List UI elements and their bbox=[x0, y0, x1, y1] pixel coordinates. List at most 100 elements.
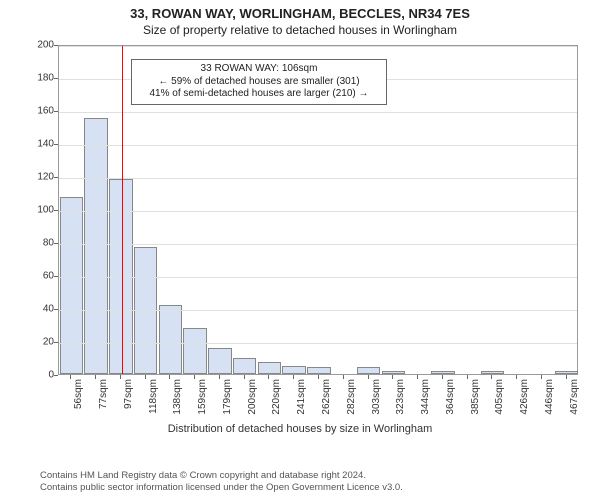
annotation-box: 33 ROWAN WAY: 106sqm← 59% of detached ho… bbox=[131, 59, 387, 105]
chart-titles: 33, ROWAN WAY, WORLINGHAM, BECCLES, NR34… bbox=[0, 0, 600, 37]
x-tick-mark bbox=[145, 375, 146, 379]
x-tick-label: 220sqm bbox=[271, 379, 282, 415]
bar bbox=[84, 118, 108, 374]
x-tick-mark bbox=[318, 375, 319, 379]
x-tick-mark bbox=[244, 375, 245, 379]
x-tick-mark bbox=[368, 375, 369, 379]
y-tick-label: 60 bbox=[30, 271, 54, 282]
x-tick-label: 77sqm bbox=[98, 379, 109, 409]
annotation-line: 33 ROWAN WAY: 106sqm bbox=[138, 63, 380, 76]
bar bbox=[282, 366, 306, 374]
x-tick-label: 262sqm bbox=[321, 379, 332, 415]
y-tick-mark bbox=[54, 45, 58, 46]
gridline bbox=[59, 46, 577, 47]
y-tick-mark bbox=[54, 243, 58, 244]
y-tick-label: 140 bbox=[30, 139, 54, 150]
y-tick-label: 160 bbox=[30, 106, 54, 117]
gridline bbox=[59, 112, 577, 113]
x-tick-mark bbox=[95, 375, 96, 379]
y-tick-mark bbox=[54, 177, 58, 178]
bar bbox=[481, 371, 505, 374]
x-tick-mark bbox=[169, 375, 170, 379]
x-tick-mark bbox=[293, 375, 294, 379]
y-tick-mark bbox=[54, 342, 58, 343]
x-tick-mark bbox=[566, 375, 567, 379]
y-tick-mark bbox=[54, 210, 58, 211]
x-tick-mark bbox=[541, 375, 542, 379]
y-tick-mark bbox=[54, 276, 58, 277]
x-tick-label: 241sqm bbox=[296, 379, 307, 415]
title-subtitle: Size of property relative to detached ho… bbox=[0, 23, 600, 37]
x-tick-label: 426sqm bbox=[519, 379, 530, 415]
x-tick-label: 118sqm bbox=[148, 379, 159, 414]
x-tick-label: 159sqm bbox=[197, 379, 208, 415]
x-tick-mark bbox=[467, 375, 468, 379]
chart-area: Number of detached properties 33 ROWAN W… bbox=[0, 37, 600, 457]
gridline bbox=[59, 244, 577, 245]
gridline bbox=[59, 211, 577, 212]
y-tick-mark bbox=[54, 78, 58, 79]
bar bbox=[233, 358, 257, 375]
y-tick-mark bbox=[54, 375, 58, 376]
annotation-line: ← 59% of detached houses are smaller (30… bbox=[138, 76, 380, 89]
x-tick-mark bbox=[343, 375, 344, 379]
x-tick-mark bbox=[392, 375, 393, 379]
bar bbox=[258, 362, 282, 374]
x-tick-label: 385sqm bbox=[470, 379, 481, 415]
bar bbox=[60, 197, 84, 374]
bar bbox=[382, 371, 406, 374]
x-tick-mark bbox=[442, 375, 443, 379]
footer-line-1: Contains HM Land Registry data © Crown c… bbox=[40, 470, 403, 482]
y-tick-mark bbox=[54, 111, 58, 112]
x-tick-mark bbox=[491, 375, 492, 379]
y-tick-mark bbox=[54, 309, 58, 310]
y-tick-label: 120 bbox=[30, 172, 54, 183]
x-tick-label: 405sqm bbox=[494, 379, 505, 415]
x-tick-label: 138sqm bbox=[172, 379, 183, 415]
x-tick-label: 97sqm bbox=[123, 379, 134, 409]
bar bbox=[357, 367, 381, 374]
x-tick-label: 200sqm bbox=[247, 379, 258, 415]
indicator-line bbox=[122, 46, 123, 374]
x-tick-mark bbox=[194, 375, 195, 379]
plot-region: 33 ROWAN WAY: 106sqm← 59% of detached ho… bbox=[58, 45, 578, 375]
footer-line-2: Contains public sector information licen… bbox=[40, 482, 403, 494]
y-tick-label: 80 bbox=[30, 238, 54, 249]
gridline bbox=[59, 343, 577, 344]
gridline bbox=[59, 277, 577, 278]
y-tick-label: 180 bbox=[30, 73, 54, 84]
x-tick-label: 467sqm bbox=[569, 379, 580, 415]
gridline bbox=[59, 310, 577, 311]
bar bbox=[183, 328, 207, 374]
footer-attribution: Contains HM Land Registry data © Crown c… bbox=[40, 470, 403, 494]
bar bbox=[208, 348, 232, 374]
x-tick-mark bbox=[268, 375, 269, 379]
x-tick-label: 282sqm bbox=[346, 379, 357, 415]
bar bbox=[307, 367, 331, 374]
x-tick-mark bbox=[70, 375, 71, 379]
annotation-line: 41% of semi-detached houses are larger (… bbox=[138, 88, 380, 101]
x-tick-label: 323sqm bbox=[395, 379, 406, 415]
x-axis-label: Distribution of detached houses by size … bbox=[0, 423, 600, 435]
x-tick-label: 56sqm bbox=[73, 379, 84, 409]
y-tick-label: 0 bbox=[30, 370, 54, 381]
y-tick-mark bbox=[54, 144, 58, 145]
x-tick-label: 303sqm bbox=[371, 379, 382, 415]
y-tick-label: 40 bbox=[30, 304, 54, 315]
gridline bbox=[59, 145, 577, 146]
x-tick-mark bbox=[120, 375, 121, 379]
x-tick-label: 179sqm bbox=[222, 379, 233, 415]
y-tick-label: 100 bbox=[30, 205, 54, 216]
x-tick-mark bbox=[219, 375, 220, 379]
x-tick-label: 344sqm bbox=[420, 379, 431, 415]
x-tick-label: 446sqm bbox=[544, 379, 555, 415]
y-tick-label: 200 bbox=[30, 40, 54, 51]
bar bbox=[431, 371, 455, 374]
gridline bbox=[59, 178, 577, 179]
bar bbox=[555, 371, 579, 374]
x-tick-mark bbox=[417, 375, 418, 379]
x-tick-mark bbox=[516, 375, 517, 379]
bar bbox=[159, 305, 183, 374]
title-address: 33, ROWAN WAY, WORLINGHAM, BECCLES, NR34… bbox=[0, 6, 600, 21]
x-tick-label: 364sqm bbox=[445, 379, 456, 415]
